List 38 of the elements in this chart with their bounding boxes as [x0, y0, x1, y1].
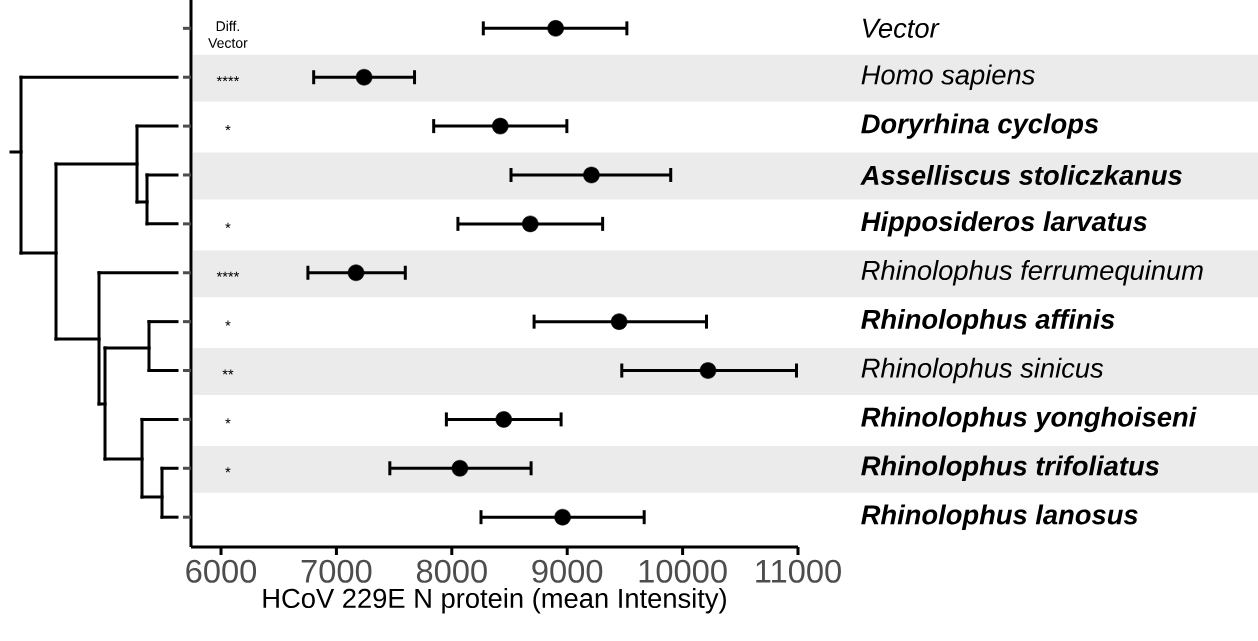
y-tick-label: Rhinolophus ferrumequinum	[861, 260, 1203, 286]
point	[699, 362, 717, 379]
point	[583, 166, 600, 184]
x-tick-label: 11000	[756, 559, 841, 583]
annotation: *	[225, 320, 231, 326]
point	[547, 20, 564, 37]
x-tick-label: 9000	[532, 559, 603, 583]
point	[554, 508, 571, 526]
x-tick-label: 7000	[301, 559, 372, 583]
annotation: **	[222, 369, 234, 375]
point	[347, 264, 365, 282]
point	[451, 460, 469, 477]
y-tick-label: Doryrhina cyclops	[861, 113, 1099, 139]
point	[355, 68, 373, 86]
y-tick-label: Homo sapiens	[861, 64, 1035, 90]
point	[492, 117, 509, 135]
annotation: *	[225, 222, 231, 228]
y-tick-label: Vector	[863, 18, 940, 38]
annotation: Diff. Vector	[208, 20, 248, 48]
y-tick-label: Rhinolophus lanosus	[861, 504, 1138, 530]
y-tick-label: Asselliscus stoliczkanus	[860, 164, 1182, 186]
x-tick-label: 8000	[416, 559, 487, 583]
annotation: *	[225, 467, 231, 473]
annotation: ****	[216, 76, 240, 82]
y-tick-label: Rhinolophus sinicus	[861, 357, 1104, 384]
y-tick-label: Rhinolophus trifoliatus	[861, 455, 1159, 482]
point	[610, 313, 628, 330]
y-tick-label: Rhinolophus affinis	[861, 308, 1115, 335]
point	[522, 215, 539, 233]
y-tick-label: Rhinolophus yonghoiseni	[861, 406, 1197, 433]
annotation: ****	[216, 271, 240, 277]
x-tick-label: 10000	[639, 559, 727, 583]
point	[495, 411, 513, 428]
annotation: *	[225, 125, 231, 131]
annotation: *	[225, 418, 231, 424]
y-tick-label: Hipposideros larvatus	[861, 211, 1147, 237]
x-tick-label: 6000	[186, 559, 257, 583]
x-axis-title: HCoV 229E N protein (mean Intensity)	[263, 587, 726, 614]
